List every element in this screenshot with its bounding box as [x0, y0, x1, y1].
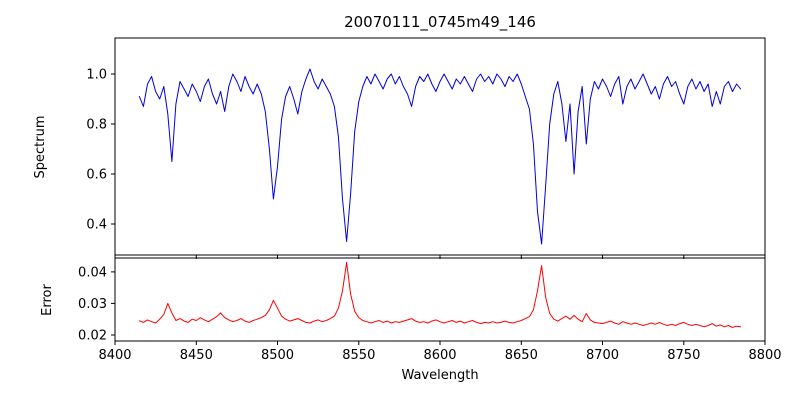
- error-subplot: 0.02 0.03 0.04 8400 8450 8500 8550 8600 8650 8700…: [78, 257, 782, 363]
- spectrum-line: [138, 68, 742, 245]
- x-tick-label: 8600: [423, 348, 456, 363]
- y-tick-label: 0.03: [78, 297, 107, 312]
- y-tick-label: 0.04: [78, 265, 107, 280]
- y-tick-label: 0.4: [86, 218, 107, 233]
- y-tick-label: 1.0: [86, 68, 107, 83]
- y-tick-label: 0.8: [86, 118, 107, 133]
- y-tick-label: 0.02: [78, 329, 107, 344]
- x-tick-label: 8550: [342, 348, 375, 363]
- x-tick-label: 8400: [98, 348, 131, 363]
- x-tick-label: 8650: [505, 348, 538, 363]
- x-tick-label: 8750: [667, 348, 700, 363]
- spectrum-subplot: 0.4 0.6 0.8 1.0: [86, 37, 766, 259]
- x-axis-label: Wavelength: [401, 368, 478, 383]
- axes-box: [114, 257, 766, 342]
- x-tick-label: 8500: [261, 348, 294, 363]
- axes-box: [114, 37, 766, 256]
- chart-title: 20070111_0745m49_146: [344, 13, 536, 32]
- y-tick-label: 0.6: [86, 168, 107, 183]
- x-tick-label: 8800: [748, 348, 781, 363]
- y-axis-label-spectrum: Spectrum: [33, 116, 48, 179]
- error-line: [138, 261, 742, 328]
- y-axis-label-error: Error: [40, 284, 55, 316]
- x-tick-label: 8700: [586, 348, 619, 363]
- x-tick-label: 8450: [180, 348, 213, 363]
